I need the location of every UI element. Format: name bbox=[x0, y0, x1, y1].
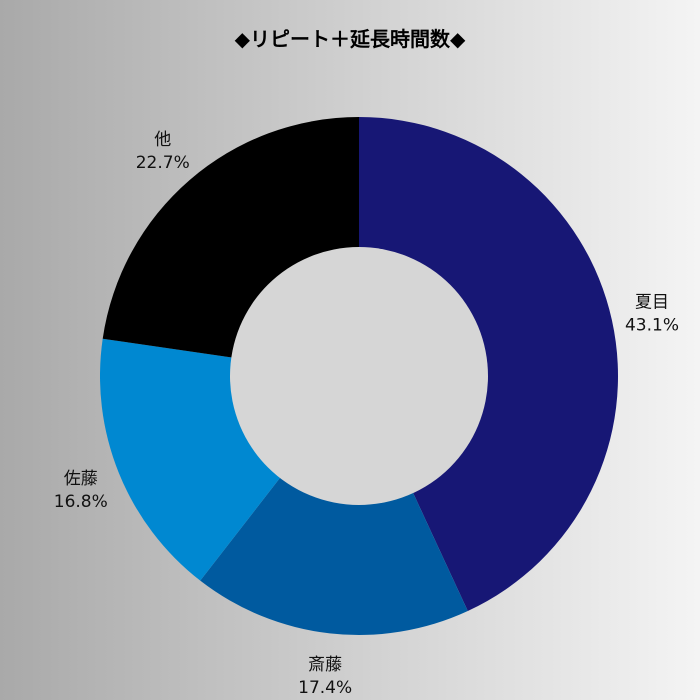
slice-percent-0: 43.1% bbox=[625, 315, 679, 335]
slice-percent-3: 22.7% bbox=[136, 153, 190, 173]
slice-name-0: 夏目 bbox=[635, 292, 669, 312]
slice-1 bbox=[200, 376, 468, 635]
chart-title: ◆リピート＋延長時間数◆ bbox=[235, 27, 466, 51]
slice-percent-2: 16.8% bbox=[54, 492, 108, 512]
slice-name-1: 斎藤 bbox=[308, 655, 342, 675]
donut-hole bbox=[230, 247, 488, 505]
slice-name-3: 他 bbox=[154, 130, 171, 150]
labels-group: 夏目 43.1% 斎藤 17.4% 佐藤 16.8% 他 22.7% bbox=[54, 130, 679, 698]
slice-percent-1: 17.4% bbox=[298, 678, 352, 698]
slice-name-2: 佐藤 bbox=[64, 469, 98, 489]
